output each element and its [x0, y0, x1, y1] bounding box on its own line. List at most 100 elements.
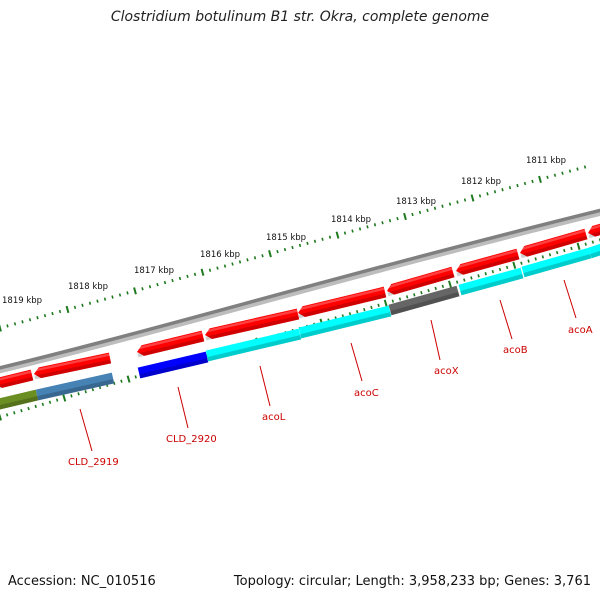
outer-tick [96, 299, 99, 303]
outer-tick [186, 274, 189, 279]
inner-tick [370, 305, 373, 310]
gene-label: acoB [503, 345, 528, 356]
outer-tick [261, 254, 264, 258]
unnamed-feature-bar [0, 389, 39, 410]
outer-tick [426, 208, 429, 213]
outer-tick [358, 227, 362, 231]
outer-tick [561, 171, 564, 175]
kbp-tick-label: 1814 kbp [331, 215, 371, 225]
outer-tick [28, 318, 32, 322]
gene-label: acoA [568, 325, 593, 336]
outer-tick [133, 287, 137, 295]
gene-label-group: CLD_2919 CLD_2920 acoL acoC acoX acoB acoA [68, 279, 593, 468]
gene-bar [205, 328, 302, 362]
inner-tick [420, 291, 423, 295]
outer-tick [103, 297, 107, 301]
backbone-shadow [0, 210, 600, 374]
cds-arrow [296, 286, 387, 319]
gene-leader-line [177, 386, 189, 429]
outer-tick [448, 202, 452, 206]
inner-tick [383, 299, 388, 307]
inner-tick [441, 284, 445, 289]
outer-tick [276, 249, 279, 254]
outer-tick [171, 278, 174, 283]
outer-tick [388, 219, 392, 223]
gene-leader-line [79, 408, 93, 452]
kbp-tick-label: 1815 kbp [266, 233, 306, 243]
outer-tick [366, 225, 369, 229]
outer-tick [456, 200, 459, 204]
outer-tick [576, 167, 579, 171]
kbp-tick-label: 1813 kbp [396, 197, 436, 207]
cds-arrow [135, 330, 205, 358]
outer-tick [268, 250, 272, 258]
outer-tick [283, 247, 287, 252]
inner-tick [470, 276, 473, 280]
outer-tick [441, 204, 444, 208]
cds-arrow [385, 266, 455, 297]
outer-tick [51, 311, 54, 316]
gene-label: CLD_2920 [166, 434, 217, 445]
outer-tick [216, 266, 219, 270]
inner-tick [477, 274, 480, 278]
outer-tick [568, 169, 572, 173]
outer-tick [13, 322, 17, 326]
inner-tick [512, 261, 517, 269]
gene-bar [588, 243, 600, 259]
inner-tick [548, 253, 552, 257]
outer-tick [88, 301, 92, 305]
kbp-tick-label: 1816 kbp [200, 250, 240, 260]
outer-tick [531, 179, 534, 184]
outer-tick [223, 264, 227, 268]
kbp-tick-label: 1817 kbp [134, 266, 174, 276]
outer-tick [291, 245, 294, 250]
outer-tick [553, 173, 557, 177]
gene-leader-line [350, 342, 363, 382]
gene-leader-line [563, 279, 577, 319]
gene-leader-line [499, 299, 513, 340]
gene-label: acoL [262, 412, 286, 423]
outer-tick [463, 198, 467, 202]
inner-tick [48, 400, 52, 404]
inner-tick [13, 411, 16, 415]
inner-tick [484, 272, 487, 276]
inner-tick [570, 246, 573, 251]
outer-tick [126, 291, 129, 295]
outer-tick [6, 324, 9, 328]
outer-tick [411, 212, 414, 217]
outer-tick [583, 165, 587, 169]
inner-tick [534, 257, 537, 261]
inner-tick [34, 404, 37, 409]
inner-tick [120, 379, 123, 383]
outer-tick [208, 268, 212, 272]
outer-tick [501, 188, 504, 192]
outer-tick-ring [0, 165, 587, 332]
outer-tick [306, 241, 309, 246]
inner-tick [405, 295, 409, 299]
outer-tick [148, 285, 152, 289]
outer-tick [163, 280, 167, 285]
inner-tick [348, 312, 352, 316]
genome-summary-text: Topology: circular; Length: 3,958,233 bp… [233, 574, 591, 589]
outer-tick [178, 276, 182, 281]
map-title: Clostridium botulinum B1 str. Okra, comp… [110, 9, 490, 25]
outer-tick [373, 223, 377, 227]
inner-tick [41, 402, 45, 407]
inner-tick [541, 255, 545, 259]
outer-tick [335, 231, 340, 239]
outer-tick [470, 194, 475, 202]
inner-tick [527, 259, 530, 263]
inner-tick [377, 303, 380, 307]
gene-label: CLD_2919 [68, 457, 119, 468]
outer-tick [546, 175, 549, 179]
outer-tick [58, 309, 62, 314]
gene-bar [388, 285, 460, 316]
outer-tick [73, 305, 77, 310]
outer-tick [0, 324, 2, 332]
gene-leader-line [259, 365, 271, 407]
inner-tick [427, 288, 430, 293]
inner-tick [0, 413, 2, 421]
cds-arrow [586, 223, 600, 239]
outer-tick [111, 295, 114, 299]
